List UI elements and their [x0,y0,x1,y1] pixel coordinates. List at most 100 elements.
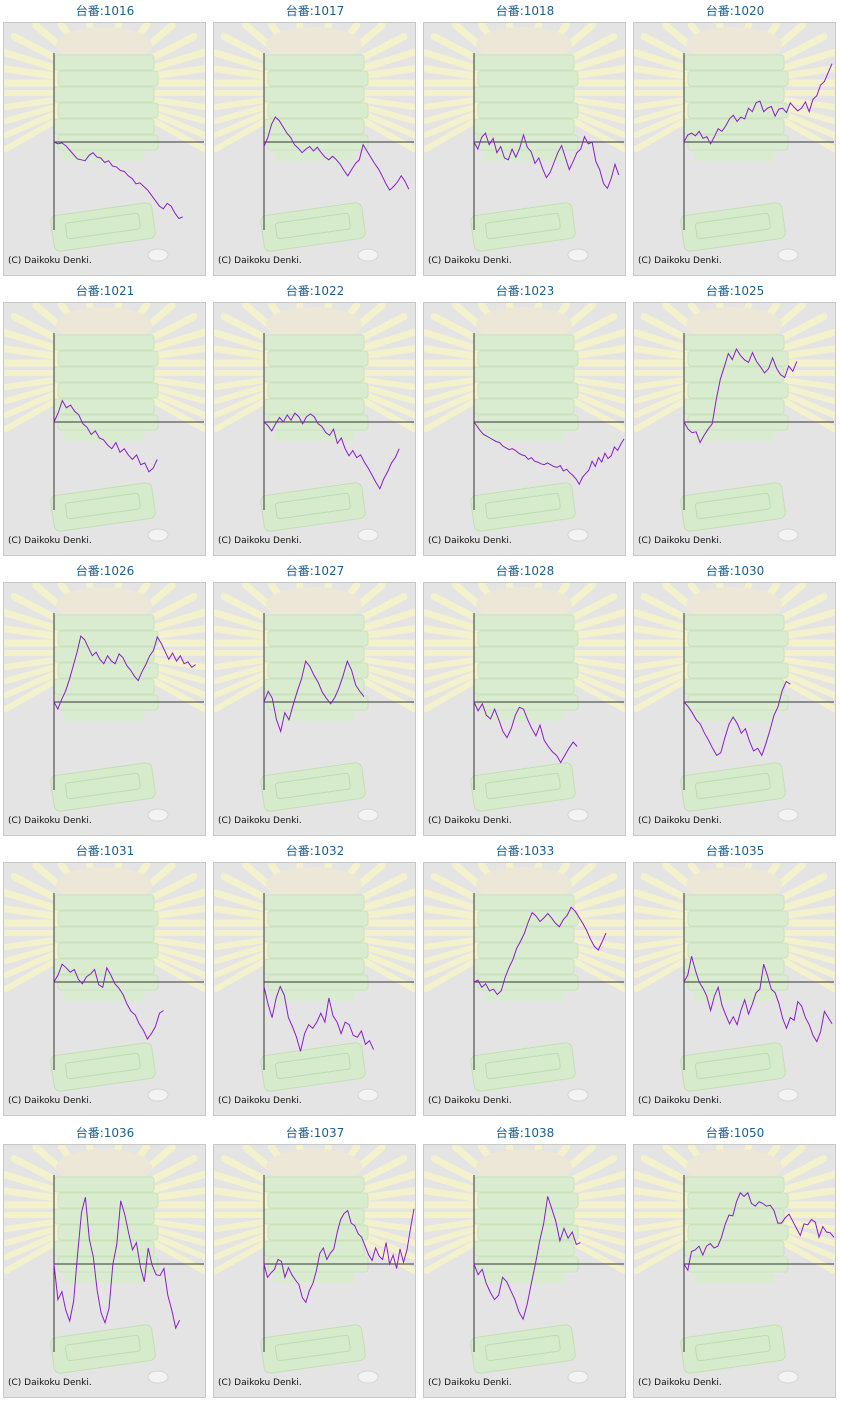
copyright-label: (C) Daikoku Denki. [8,816,92,826]
chart-plot [634,863,835,1102]
backdrop-illustration [634,863,835,1102]
chart-title[interactable]: 台番:1038 [495,1126,555,1140]
backdrop-illustration [424,303,625,542]
chart-plot [214,303,415,542]
chart-title[interactable]: 台番:1035 [705,844,765,858]
copyright-label: (C) Daikoku Denki. [218,256,302,266]
chart-title[interactable]: 台番:1033 [495,844,555,858]
chart-frame: (C) Daikoku Denki. [423,1144,626,1398]
chart-frame: (C) Daikoku Denki. [633,22,836,276]
chart-plot [424,1145,625,1384]
series-line [683,63,833,145]
chart-plot [214,863,415,1102]
copyright-label: (C) Daikoku Denki. [428,536,512,546]
copyright-label: (C) Daikoku Denki. [638,256,722,266]
chart-plot [214,23,415,262]
backdrop-illustration [424,1145,625,1384]
backdrop-illustration [214,1145,415,1384]
chart-title[interactable]: 台番:1028 [495,564,555,578]
copyright-label: (C) Daikoku Denki. [638,1378,722,1388]
chart-title[interactable]: 台番:1031 [75,844,135,858]
chart-title[interactable]: 台番:1027 [285,564,345,578]
backdrop-illustration [4,23,205,262]
chart-title[interactable]: 台番:1036 [75,1126,135,1140]
series-line [53,399,158,473]
copyright-label: (C) Daikoku Denki. [8,256,92,266]
series-line [263,659,365,734]
series-line [683,956,833,1043]
copyright-label: (C) Daikoku Denki. [428,1096,512,1106]
chart-plot [214,1145,415,1384]
chart-frame: (C) Daikoku Denki. [3,302,206,556]
chart-frame: (C) Daikoku Denki. [213,1144,416,1398]
backdrop-illustration [424,23,625,262]
chart-frame: (C) Daikoku Denki. [3,1144,206,1398]
chart-title[interactable]: 台番:1021 [75,284,135,298]
chart-title[interactable]: 台番:1018 [495,4,555,18]
chart-frame: (C) Daikoku Denki. [423,22,626,276]
chart-plot [634,1145,835,1384]
backdrop-illustration [424,583,625,822]
backdrop-illustration [4,303,205,542]
backdrop-illustration [634,303,835,542]
chart-title[interactable]: 台番:1017 [285,4,345,18]
chart-frame: (C) Daikoku Denki. [633,1144,836,1398]
chart-frame: (C) Daikoku Denki. [213,22,416,276]
chart-plot [4,583,205,822]
chart-frame: (C) Daikoku Denki. [213,582,416,836]
backdrop-illustration [634,583,835,822]
series-line [683,347,798,444]
backdrop-illustration [4,1145,205,1384]
chart-plot [424,583,625,822]
series-line [263,116,410,191]
chart-plot [424,23,625,262]
chart-plot [424,863,625,1102]
copyright-label: (C) Daikoku Denki. [8,1096,92,1106]
chart-frame: (C) Daikoku Denki. [633,302,836,556]
copyright-label: (C) Daikoku Denki. [8,536,92,546]
chart-title[interactable]: 台番:1037 [285,1126,345,1140]
chart-frame: (C) Daikoku Denki. [3,22,206,276]
chart-frame: (C) Daikoku Denki. [213,862,416,1116]
copyright-label: (C) Daikoku Denki. [218,816,302,826]
chart-plot [634,23,835,262]
chart-frame: (C) Daikoku Denki. [213,302,416,556]
series-line [263,1208,415,1304]
copyright-label: (C) Daikoku Denki. [8,1378,92,1388]
chart-title[interactable]: 台番:1030 [705,564,765,578]
series-line [473,701,578,764]
chart-plot [634,583,835,822]
backdrop-illustration [634,23,835,262]
copyright-label: (C) Daikoku Denki. [428,256,512,266]
chart-title[interactable]: 台番:1023 [495,284,555,298]
series-line [473,421,625,486]
copyright-label: (C) Daikoku Denki. [638,536,722,546]
copyright-label: (C) Daikoku Denki. [638,816,722,826]
chart-frame: (C) Daikoku Denki. [3,862,206,1116]
chart-title[interactable]: 台番:1026 [75,564,135,578]
backdrop-illustration [424,863,625,1102]
chart-plot [4,303,205,542]
series-line [263,985,375,1052]
chart-plot [634,303,835,542]
chart-title[interactable]: 台番:1050 [705,1126,765,1140]
chart-frame: (C) Daikoku Denki. [633,582,836,836]
chart-plot [4,863,205,1102]
chart-title[interactable]: 台番:1022 [285,284,345,298]
chart-title[interactable]: 台番:1020 [705,4,765,18]
series-line [683,1191,835,1272]
chart-title[interactable]: 台番:1016 [75,4,135,18]
copyright-label: (C) Daikoku Denki. [218,536,302,546]
chart-title[interactable]: 台番:1025 [705,284,765,298]
backdrop-illustration [214,863,415,1102]
series-line [683,680,791,757]
backdrop-illustration [634,1145,835,1384]
backdrop-illustration [214,303,415,542]
series-line [53,1197,181,1330]
backdrop-illustration [214,583,415,822]
chart-title[interactable]: 台番:1032 [285,844,345,858]
copyright-label: (C) Daikoku Denki. [638,1096,722,1106]
backdrop-illustration [214,23,415,262]
series-line [263,412,400,490]
series-line [53,635,196,711]
